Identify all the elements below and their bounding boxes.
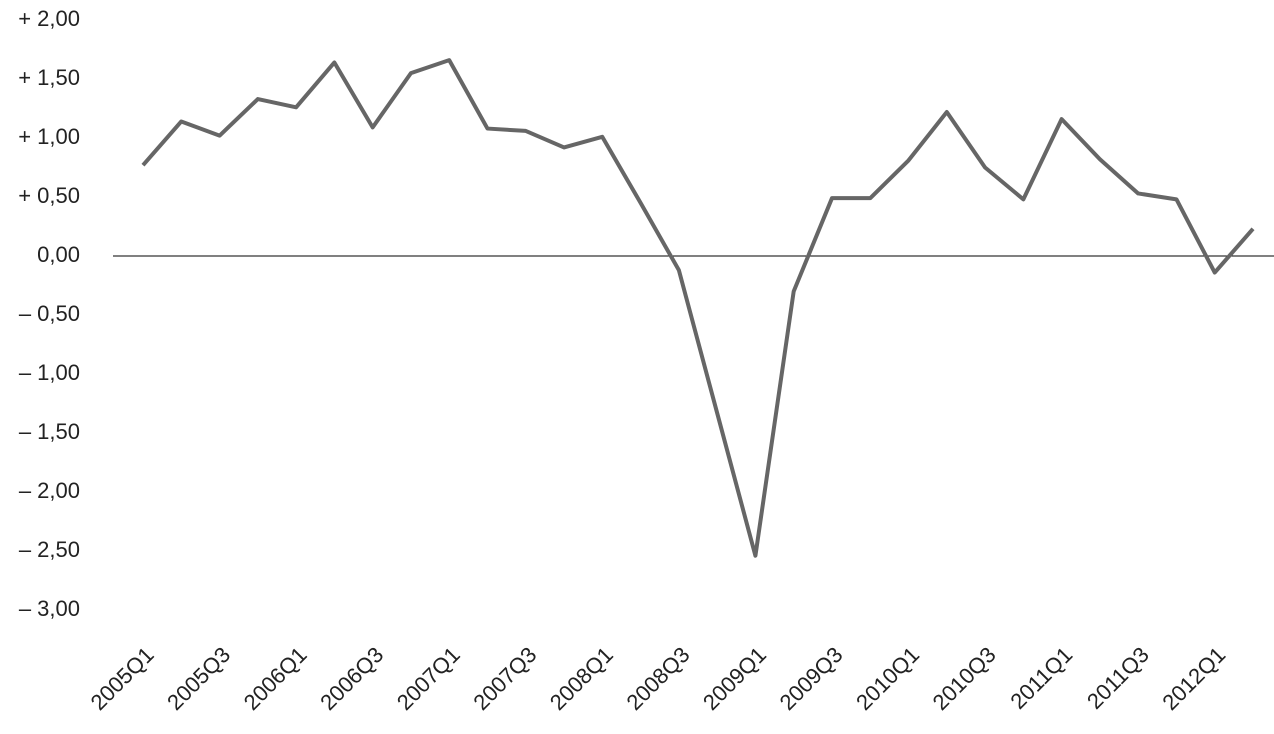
y-tick-label: – 0,50 bbox=[19, 301, 80, 326]
x-tick-label: 2007Q3 bbox=[468, 642, 541, 715]
y-tick-label: + 2,00 bbox=[18, 6, 80, 31]
y-tick-label: 0,00 bbox=[37, 242, 80, 267]
y-tick-label: – 2,50 bbox=[19, 537, 80, 562]
x-tick-label: 2009Q1 bbox=[698, 642, 771, 715]
x-tick-label: 2010Q1 bbox=[851, 642, 924, 715]
x-tick-label: 2006Q3 bbox=[315, 642, 388, 715]
x-tick-label: 2011Q1 bbox=[1005, 642, 1077, 714]
y-tick-label: – 2,00 bbox=[19, 478, 80, 503]
x-tick-label: 2011Q3 bbox=[1082, 642, 1154, 714]
line bbox=[141, 58, 1255, 558]
x-tick-label: 2005Q3 bbox=[162, 642, 235, 715]
y-tick-label: + 1,50 bbox=[18, 65, 80, 90]
y-tick-label: – 1,00 bbox=[19, 360, 80, 385]
x-tick-label: 2008Q1 bbox=[545, 642, 618, 715]
y-tick-label: – 3,00 bbox=[19, 596, 80, 621]
x-tick-label: 2008Q3 bbox=[621, 642, 694, 715]
y-tick-label: + 1,00 bbox=[18, 124, 80, 149]
x-tick-label: 2009Q3 bbox=[775, 642, 848, 715]
x-tick-label: 2010Q3 bbox=[928, 642, 1001, 715]
y-tick-label: + 0,50 bbox=[18, 183, 80, 208]
x-tick-label: 2007Q1 bbox=[392, 642, 465, 715]
x-tick-label: 2012Q1 bbox=[1157, 642, 1230, 715]
y-tick-label: – 1,50 bbox=[19, 419, 80, 444]
x-tick-label: 2006Q1 bbox=[239, 642, 312, 715]
x-tick-label: 2005Q1 bbox=[86, 642, 159, 715]
